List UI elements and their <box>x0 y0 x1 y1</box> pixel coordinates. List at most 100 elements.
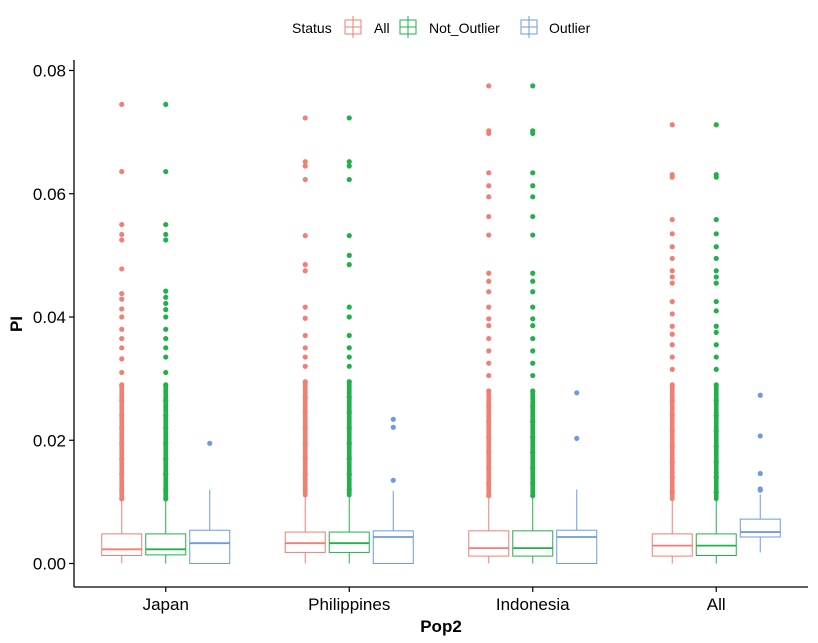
outlier-point <box>486 170 492 176</box>
outlier-point <box>302 440 308 446</box>
outlier-point <box>346 163 352 169</box>
y-tick-label: 0.04 <box>33 308 66 327</box>
outlier-point <box>530 289 536 295</box>
legend-label-all: All <box>374 20 390 36</box>
outlier-point <box>163 425 169 431</box>
outlier-point <box>163 456 169 462</box>
outlier-point <box>346 314 352 320</box>
outlier-point <box>669 443 675 450</box>
outlier-point <box>669 413 675 419</box>
outlier-point <box>669 217 675 223</box>
outlier-point <box>302 379 308 385</box>
outlier-point <box>163 382 169 388</box>
boxes <box>101 83 781 564</box>
outlier-point <box>346 425 352 431</box>
outlier-point <box>163 300 169 307</box>
outlier-point <box>163 294 169 300</box>
outlier-point <box>486 335 492 342</box>
outlier-point <box>713 298 719 305</box>
outlier-point <box>302 304 308 310</box>
outlier-point <box>346 379 352 385</box>
outlier-point <box>302 332 308 339</box>
iqr-box <box>101 533 143 556</box>
outlier-point <box>530 449 536 456</box>
box-outlier-0 <box>189 440 231 564</box>
outlier-point <box>346 159 352 165</box>
outlier-point <box>163 307 169 313</box>
outlier-point <box>346 363 352 369</box>
outlier-point <box>669 428 675 434</box>
iqr-box <box>512 530 554 557</box>
outlier-point <box>163 354 169 360</box>
outlier-point <box>530 316 536 322</box>
outlier-point <box>486 403 492 409</box>
outlier-point <box>163 345 169 351</box>
outlier-point <box>119 290 125 297</box>
outlier-point <box>669 331 675 337</box>
outlier-point <box>713 397 719 403</box>
outlier-point <box>486 323 492 329</box>
outlier-point <box>486 194 492 200</box>
outlier-point <box>669 323 675 329</box>
outlier-point <box>669 280 675 286</box>
outlier-point <box>486 278 492 284</box>
outlier-point <box>163 314 169 320</box>
outlier-point <box>713 244 719 250</box>
outlier-point <box>390 424 396 430</box>
outlier-point <box>713 231 719 237</box>
outlier-point <box>713 255 719 262</box>
outlier-point <box>530 465 536 471</box>
y-tick-label: 0.02 <box>33 431 66 450</box>
outlier-point <box>530 403 536 409</box>
outlier-point <box>669 366 675 372</box>
legend-key-outlier <box>520 16 538 38</box>
x-tick-label: Philippines <box>308 595 390 614</box>
outlier-point <box>163 326 169 332</box>
box-not-outlier-1 <box>328 115 370 564</box>
iqr-box <box>556 529 598 564</box>
outlier-point <box>669 122 675 128</box>
iqr-box <box>328 531 370 553</box>
outlier-point <box>669 274 675 280</box>
outlier-point <box>302 354 308 360</box>
box-all-3 <box>651 122 693 564</box>
outlier-point <box>486 449 492 456</box>
outlier-point <box>346 486 352 493</box>
outlier-point <box>530 170 536 176</box>
outlier-point <box>346 176 352 183</box>
outlier-point <box>530 348 536 354</box>
outlier-point <box>713 490 719 496</box>
outlier-point <box>119 486 125 493</box>
outlier-point <box>669 268 675 274</box>
outlier-point <box>486 232 492 238</box>
outlier-point <box>713 443 719 450</box>
y-tick-label: 0.00 <box>33 555 66 574</box>
outlier-point <box>713 280 719 286</box>
outlier-point <box>486 270 492 276</box>
outlier-point <box>390 416 396 422</box>
outlier-point <box>119 168 125 175</box>
outlier-point <box>346 345 352 351</box>
outlier-point <box>669 174 675 180</box>
outlier-point <box>346 409 352 416</box>
box-not-outlier-2 <box>512 83 554 564</box>
legend-key-all <box>344 16 362 38</box>
outlier-point <box>302 363 308 369</box>
box-all-2 <box>468 83 510 564</box>
outlier-point <box>163 471 169 477</box>
outlier-point <box>119 456 125 462</box>
outlier-point <box>163 440 169 446</box>
outlier-point <box>346 354 352 360</box>
outlier-point <box>530 130 536 136</box>
outlier-point <box>669 231 675 237</box>
outlier-point <box>669 244 675 250</box>
y-ticks: 0.00 0.02 0.04 0.06 0.08 <box>33 62 74 574</box>
box-not-outlier-3 <box>695 122 737 564</box>
outlier-point <box>486 465 492 471</box>
outlier-point <box>302 486 308 493</box>
outlier-point <box>119 231 125 238</box>
outlier-point <box>669 255 675 262</box>
outlier-point <box>119 356 125 362</box>
legend-title: Status <box>292 20 332 36</box>
outlier-point <box>302 159 308 165</box>
